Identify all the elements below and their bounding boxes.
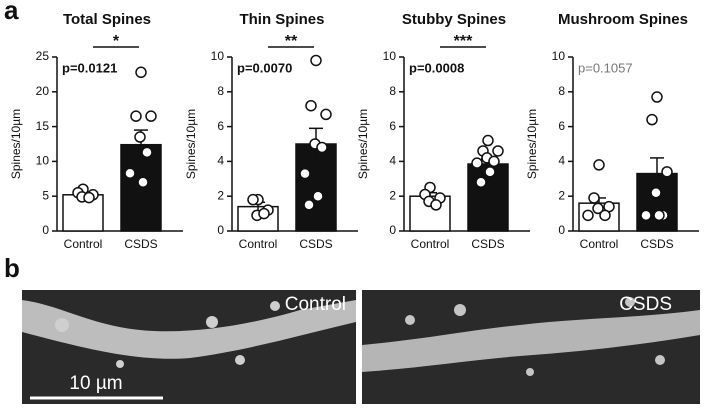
data-point [653,209,665,222]
data-point [320,108,332,121]
y-axis-label: Spines/10µm [184,109,198,179]
y-axis-label: Spines/10µm [9,109,23,179]
x-tick-label: CSDS [299,237,332,251]
data-point [312,190,324,202]
significance-stars: ** [285,33,298,50]
x-tick-label: CSDS [124,237,157,251]
x-tick-label: Control [580,237,619,251]
data-point [134,131,146,143]
scale-bar-label: 10 µm [69,373,122,394]
chart-title: Thin Spines [239,11,324,28]
y-tick-label: 4 [558,154,565,168]
data-point [661,166,673,178]
y-tick-label: 10 [383,49,397,63]
data-point [141,146,153,159]
y-tick-label: 6 [558,119,565,133]
y-tick-label: 0 [42,223,49,237]
data-point [135,66,147,79]
p-value: p=0.0121 [62,60,117,75]
data-point [475,176,487,189]
y-tick-label: 0 [558,223,565,237]
data-point [305,99,317,112]
p-value: p=0.0008 [409,60,464,75]
image-label: Control [285,294,346,315]
x-tick-label: CSDS [640,237,673,251]
significance-stars: *** [454,33,473,50]
data-point [593,159,605,171]
y-axis-label: Spines/10µm [356,109,370,179]
data-point [592,202,604,215]
data-point [130,110,142,122]
y-tick-label: 0 [389,223,396,237]
y-tick-label: 8 [558,84,565,98]
y-tick-label: 2 [389,188,396,202]
micrograph [22,290,356,404]
data-point [316,141,328,154]
y-tick-label: 6 [389,119,396,133]
y-tick-label: 5 [42,188,49,202]
data-point [137,176,149,189]
y-tick-label: 0 [217,223,224,237]
y-tick-label: 4 [389,154,396,168]
data-point [599,209,611,222]
data-point [124,167,136,179]
y-tick-label: 20 [36,84,50,98]
p-value: p=0.0070 [237,60,292,75]
data-point [303,199,315,211]
x-tick-label: CSDS [471,237,504,251]
data-point [299,167,311,180]
data-point [484,166,496,178]
y-axis-label: Spines/10µm [525,109,539,179]
data-point [488,155,500,168]
y-tick-label: 8 [217,84,224,98]
micrograph [362,290,700,404]
data-point [258,207,270,220]
data-point [145,110,157,122]
chart-title: Mushroom Spines [558,11,688,28]
p-value: p=0.1057 [578,60,633,75]
data-point [83,191,95,204]
y-tick-label: 4 [217,154,224,168]
x-tick-label: Control [411,237,450,251]
y-tick-label: 10 [211,49,225,63]
data-point [430,199,442,211]
chart-title: Total Spines [63,11,151,28]
significance-stars: * [113,33,120,50]
y-tick-label: 10 [36,154,50,168]
y-tick-label: 25 [36,49,50,63]
data-point [582,209,594,222]
data-point [651,91,663,103]
y-tick-label: 15 [36,119,50,133]
data-point [588,192,600,204]
y-tick-label: 6 [217,119,224,133]
y-tick-label: 2 [558,188,565,202]
data-point [646,113,658,126]
data-point [650,186,662,199]
data-point [640,209,652,222]
x-tick-label: Control [64,237,103,251]
data-point [310,54,322,67]
bar [62,194,104,232]
data-point [482,134,494,147]
panel-label: b [4,253,20,283]
image-label: CSDS [619,294,672,315]
x-tick-label: Control [239,237,278,251]
data-point [247,193,259,206]
y-tick-label: 2 [217,188,224,202]
data-point [471,157,483,169]
data-point [492,145,504,157]
chart-title: Stubby Spines [402,11,506,28]
panel-label: a [4,0,19,25]
y-tick-label: 8 [389,84,396,98]
y-tick-label: 10 [552,49,566,63]
